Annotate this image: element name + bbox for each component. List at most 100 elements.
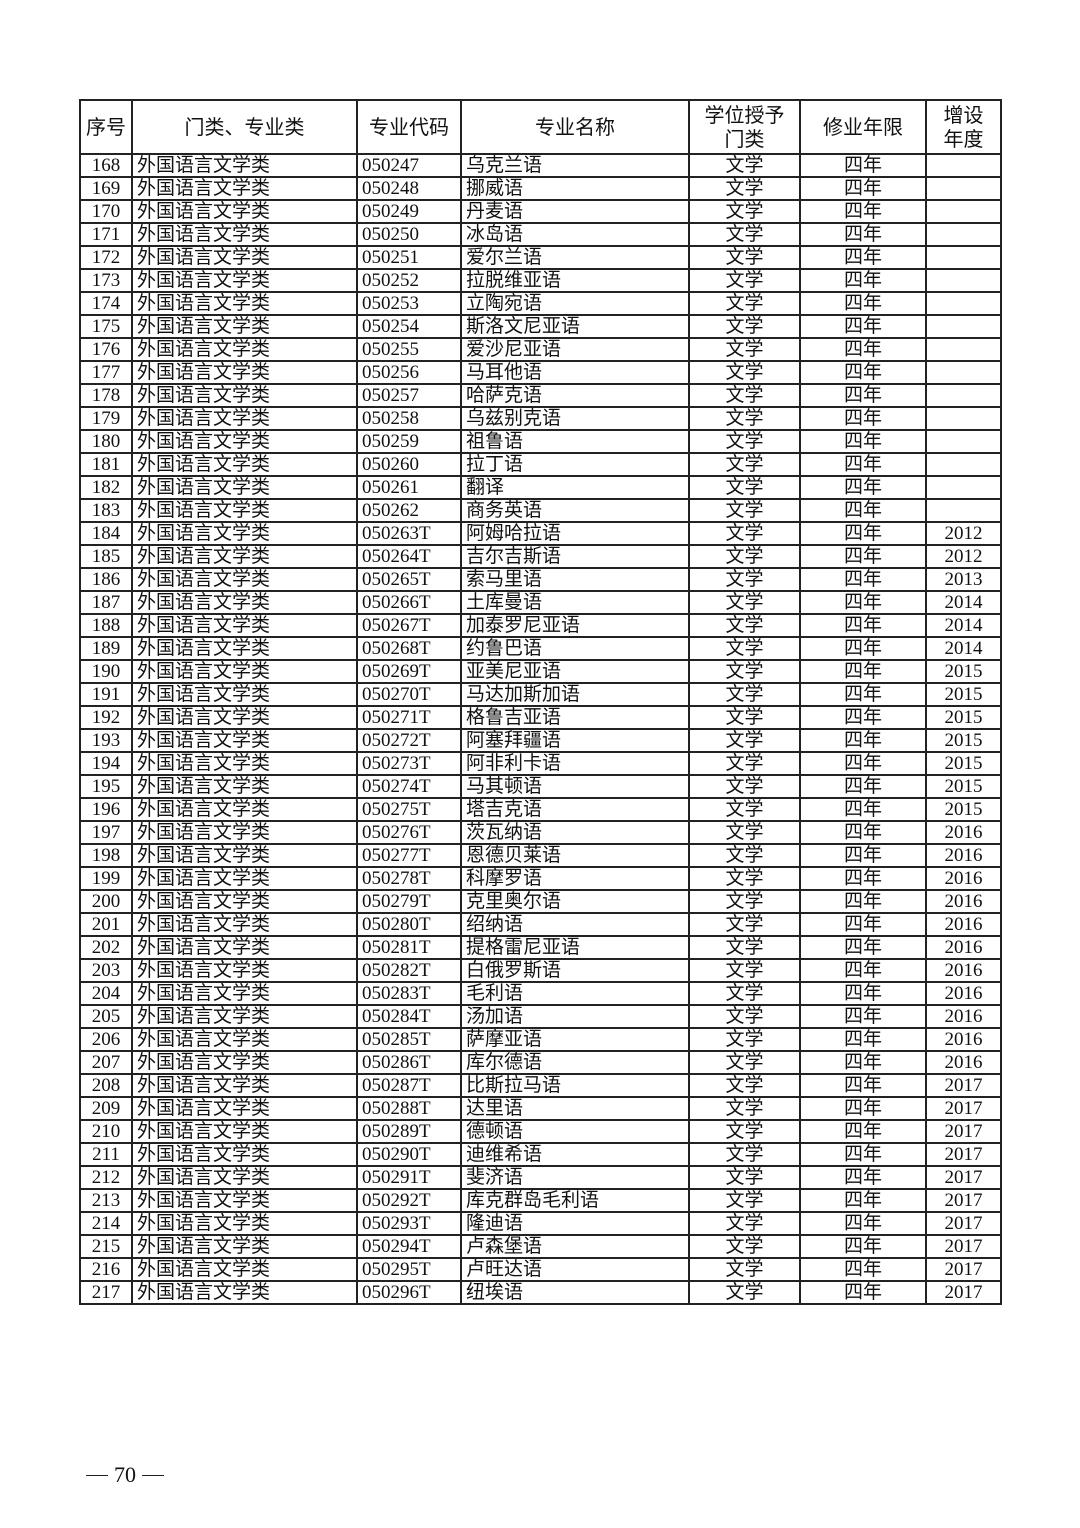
table-cell: 外国语言文学类 (131, 636, 358, 661)
table-cell (925, 222, 1002, 247)
table-cell (925, 268, 1002, 293)
table-cell: 050248 (356, 176, 462, 201)
table-cell: 文学 (688, 1188, 801, 1213)
table-cell: 文学 (688, 1050, 801, 1075)
table-cell: 文学 (688, 176, 801, 201)
table-cell: 176 (79, 337, 133, 362)
table-cell: 2016 (925, 935, 1002, 960)
table-cell: 2015 (925, 774, 1002, 799)
table-cell: 2016 (925, 1027, 1002, 1052)
table-row: 215 外国语言文学类 050294T 卢森堡语 文学 四年 2017 (79, 1234, 1002, 1259)
table-cell (925, 337, 1002, 362)
table-cell: 外国语言文学类 (131, 1050, 358, 1075)
table-cell: 祖鲁语 (460, 429, 690, 454)
table-cell: 168 (79, 153, 133, 178)
major-table: 序号 门类、专业类 专业代码 专业名称 学位授予门类 修业年限 增设年度 168… (79, 99, 1002, 1305)
table-cell: 四年 (799, 268, 927, 293)
table-cell: 乌兹别克语 (460, 406, 690, 431)
table-cell: 文学 (688, 1280, 801, 1305)
table-cell: 2014 (925, 590, 1002, 615)
table-cell: 050281T (356, 935, 462, 960)
table-cell: 204 (79, 981, 133, 1006)
table-cell: 190 (79, 659, 133, 684)
table-cell: 050261 (356, 475, 462, 500)
table-cell: 180 (79, 429, 133, 454)
table-cell: 克里奥尔语 (460, 889, 690, 914)
table-cell: 209 (79, 1096, 133, 1121)
table-cell: 乌克兰语 (460, 153, 690, 178)
table-cell: 文学 (688, 774, 801, 799)
table-row: 212 外国语言文学类 050291T 斐济语 文学 四年 2017 (79, 1165, 1002, 1190)
table-row: 196 外国语言文学类 050275T 塔吉克语 文学 四年 2015 (79, 797, 1002, 822)
table-cell: 2017 (925, 1096, 1002, 1121)
table-cell: 050255 (356, 337, 462, 362)
table-cell: 050270T (356, 682, 462, 707)
table-cell: 050277T (356, 843, 462, 868)
table-cell: 2017 (925, 1280, 1002, 1305)
table-cell: 文学 (688, 590, 801, 615)
table-cell: 四年 (799, 820, 927, 845)
table-cell: 050259 (356, 429, 462, 454)
table-row: 208 外国语言文学类 050287T 比斯拉马语 文学 四年 2017 (79, 1073, 1002, 1098)
table-cell: 2016 (925, 958, 1002, 983)
table-cell: 四年 (799, 176, 927, 201)
table-cell: 四年 (799, 199, 927, 224)
table-cell: 四年 (799, 659, 927, 684)
table-cell: 外国语言文学类 (131, 153, 358, 178)
table-cell: 050247 (356, 153, 462, 178)
table-cell: 四年 (799, 682, 927, 707)
table-cell: 2012 (925, 521, 1002, 546)
table-cell: 卢森堡语 (460, 1234, 690, 1259)
table-cell: 206 (79, 1027, 133, 1052)
table-cell: 外国语言文学类 (131, 1073, 358, 1098)
table-row: 173 外国语言文学类 050252 拉脱维亚语 文学 四年 (79, 268, 1002, 293)
table-cell: 隆迪语 (460, 1211, 690, 1236)
table-cell: 172 (79, 245, 133, 270)
table-cell: 050284T (356, 1004, 462, 1029)
table-cell: 文学 (688, 268, 801, 293)
table-cell: 186 (79, 567, 133, 592)
table-cell: 四年 (799, 843, 927, 868)
table-cell (925, 360, 1002, 385)
table-cell: 文学 (688, 314, 801, 339)
table-cell: 外国语言文学类 (131, 751, 358, 776)
table-cell: 2017 (925, 1073, 1002, 1098)
table-cell: 208 (79, 1073, 133, 1098)
table-cell: 050286T (356, 1050, 462, 1075)
table-cell: 约鲁巴语 (460, 636, 690, 661)
table-cell: 050264T (356, 544, 462, 569)
table-cell: 商务英语 (460, 498, 690, 523)
table-cell: 外国语言文学类 (131, 452, 358, 477)
table-cell: 2017 (925, 1165, 1002, 1190)
table-cell: 文学 (688, 429, 801, 454)
table-cell: 四年 (799, 774, 927, 799)
table-cell: 四年 (799, 958, 927, 983)
table-cell: 050292T (356, 1188, 462, 1213)
table-row: 209 外国语言文学类 050288T 达里语 文学 四年 2017 (79, 1096, 1002, 1121)
table-row: 187 外国语言文学类 050266T 土库曼语 文学 四年 2014 (79, 590, 1002, 615)
table-cell: 四年 (799, 1027, 927, 1052)
table-cell: 索马里语 (460, 567, 690, 592)
table-cell (925, 498, 1002, 523)
table-cell: 四年 (799, 521, 927, 546)
table-cell: 外国语言文学类 (131, 1142, 358, 1167)
table-row: 190 外国语言文学类 050269T 亚美尼亚语 文学 四年 2015 (79, 659, 1002, 684)
table-cell: 050291T (356, 1165, 462, 1190)
table-cell: 恩德贝莱语 (460, 843, 690, 868)
table-cell: 外国语言文学类 (131, 544, 358, 569)
table-cell: 050256 (356, 360, 462, 385)
table-cell: 2014 (925, 636, 1002, 661)
table-cell: 193 (79, 728, 133, 753)
table-cell: 斐济语 (460, 1165, 690, 1190)
table-cell: 库尔德语 (460, 1050, 690, 1075)
table-cell: 毛利语 (460, 981, 690, 1006)
table-row: 175 外国语言文学类 050254 斯洛文尼亚语 文学 四年 (79, 314, 1002, 339)
table-cell: 外国语言文学类 (131, 1004, 358, 1029)
table-cell: 184 (79, 521, 133, 546)
table-cell: 050272T (356, 728, 462, 753)
table-row: 217 外国语言文学类 050296T 纽埃语 文学 四年 2017 (79, 1280, 1002, 1305)
table-cell: 四年 (799, 1257, 927, 1282)
table-cell (925, 406, 1002, 431)
table-cell: 050258 (356, 406, 462, 431)
